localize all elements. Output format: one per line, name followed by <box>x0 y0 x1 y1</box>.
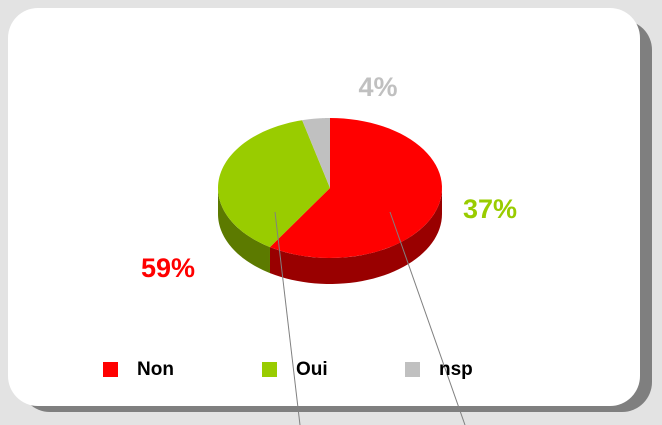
legend-label: Oui <box>296 359 328 380</box>
value-label: 37% <box>463 194 517 224</box>
legend-swatch <box>103 362 118 377</box>
legend-swatch <box>405 362 420 377</box>
legend-swatch <box>262 362 277 377</box>
value-label: 59% <box>141 253 195 283</box>
legend-label: nsp <box>439 359 473 380</box>
slice <box>218 120 330 248</box>
slice <box>269 118 442 258</box>
legend-label: Non <box>137 359 174 380</box>
value-label: 4% <box>358 72 397 102</box>
leader-line <box>274 211 301 425</box>
slice-side <box>218 188 270 274</box>
pie <box>218 118 442 284</box>
leader-line <box>389 211 466 425</box>
slice <box>302 118 330 188</box>
slice-side <box>269 188 442 284</box>
